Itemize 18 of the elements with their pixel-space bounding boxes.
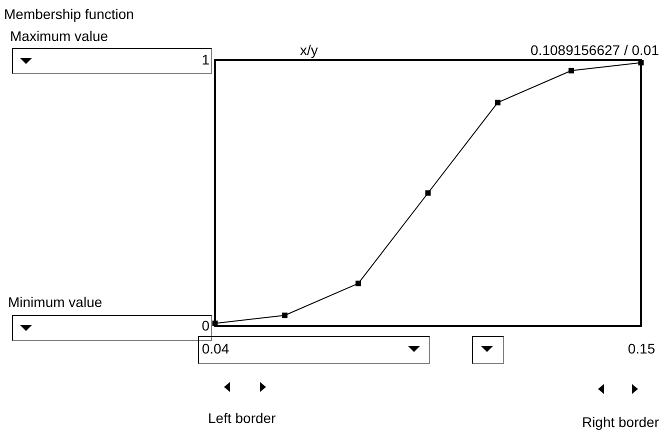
y-tick-label: 0 [202,318,210,334]
point [494,100,500,106]
point [282,312,288,318]
x-tick-label: 0.04 [202,340,230,356]
text: x/y [300,42,318,58]
text: 0.1089156627 / 0.01 [530,42,659,58]
point [638,60,644,66]
line-series [212,60,644,326]
y-tick-label: 1 [202,52,210,68]
text: Minimum value [8,294,102,310]
point [356,280,362,286]
point [212,320,218,326]
text: Right border [582,414,659,430]
text: Membership function [4,6,134,22]
point [568,68,574,74]
text: Maximum value [10,28,108,44]
x-tick-label: 0.15 [628,340,656,356]
text: Left border [208,410,276,426]
